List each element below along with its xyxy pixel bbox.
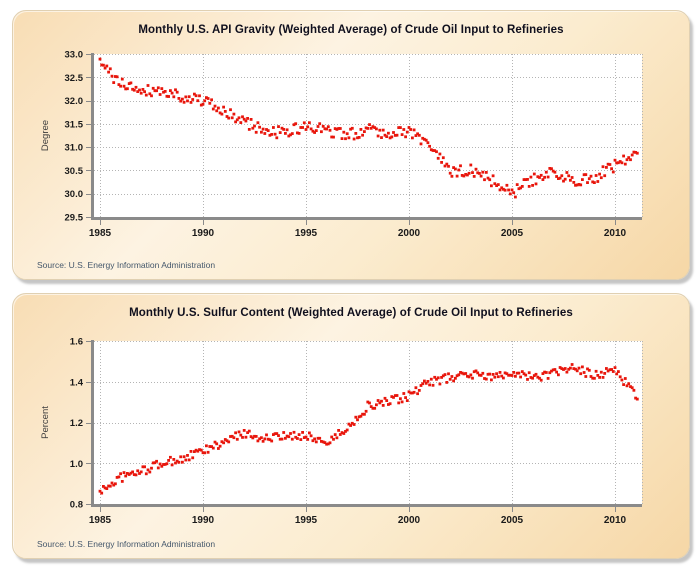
y-axis-line — [91, 340, 94, 504]
y-tick-label: 29.5 — [65, 213, 84, 224]
y-tick-label: 0.8 — [70, 500, 83, 511]
y-tick-label: 30.5 — [65, 166, 84, 177]
y-tick-label: 1.4 — [70, 377, 84, 388]
x-tick-label: 1990 — [192, 228, 215, 239]
x-tick-label: 2000 — [398, 228, 421, 239]
y-tick-label: 32.5 — [65, 73, 84, 84]
x-tick-label: 2010 — [604, 515, 627, 526]
sulfur-content-chart-title: Monthly U.S. Sulfur Content (Weighted Av… — [129, 307, 573, 319]
x-tick-label: 1985 — [89, 228, 112, 239]
y-tick-label: 31.0 — [65, 143, 84, 154]
sulfur-content-panel: 1.6 1.4 1.2 1.0 0.8 1985 1990 1995 2000 2005 2010 P… — [12, 293, 690, 559]
tick-marks — [86, 54, 616, 225]
x-tick-label: 1995 — [295, 515, 318, 526]
y-axis-title: Degree — [40, 120, 51, 151]
api-gravity-panel: 33.0 32.5 32.0 31.5 31.0 30.5 30.0 29.5 1985 1990… — [12, 10, 690, 280]
y-axis-line — [91, 53, 94, 217]
y-tick-label: 30.0 — [65, 189, 84, 200]
y-tick-label: 31.5 — [65, 119, 84, 130]
x-axis-line — [91, 217, 642, 220]
x-tick-label: 1995 — [295, 228, 318, 239]
x-tick-label: 2000 — [398, 515, 421, 526]
y-tick-label: 33.0 — [65, 50, 84, 61]
x-tick-label: 2005 — [501, 515, 524, 526]
x-tick-label: 2005 — [501, 228, 524, 239]
plot-area — [94, 54, 642, 217]
y-tick-label: 1.2 — [70, 418, 83, 429]
api-gravity-chart: 33.0 32.5 32.0 31.5 31.0 30.5 30.0 29.5 1985 1990… — [40, 50, 643, 239]
x-axis-line — [91, 504, 642, 507]
data-points — [98, 57, 639, 199]
sulfur-content-chart: 1.6 1.4 1.2 1.0 0.8 1985 1990 1995 2000 2005 2010 P… — [40, 337, 643, 526]
api-gravity-source-note: Source: U.S. Energy Information Administ… — [37, 260, 216, 270]
api-gravity-chart-title: Monthly U.S. API Gravity (Weighted Avera… — [138, 24, 564, 36]
y-tick-label: 32.0 — [65, 96, 84, 107]
x-tick-label: 1985 — [89, 515, 112, 526]
x-tick-label: 1990 — [192, 515, 215, 526]
tick-marks — [86, 341, 616, 512]
y-tick-label: 1.6 — [70, 337, 83, 348]
data-points — [98, 363, 639, 495]
y-axis-title: Percent — [40, 406, 51, 439]
y-tick-label: 1.0 — [70, 459, 83, 470]
plot-area — [94, 341, 642, 504]
x-tick-label: 2010 — [604, 228, 627, 239]
sulfur-content-source-note: Source: U.S. Energy Information Administ… — [37, 539, 216, 549]
